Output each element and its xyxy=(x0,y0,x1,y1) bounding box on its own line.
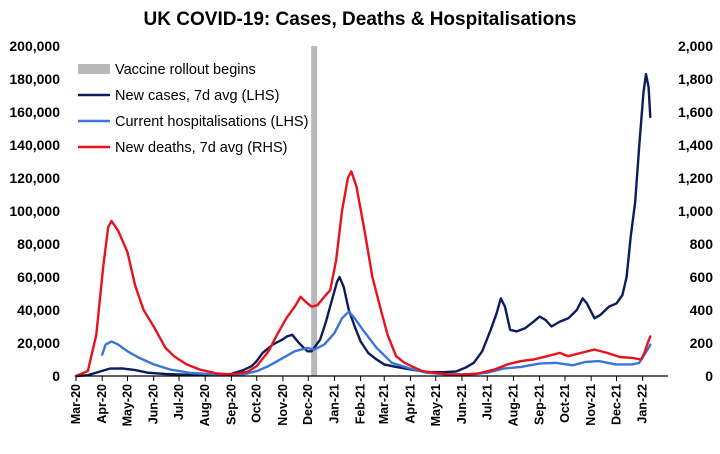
x-tick-label: Dec-20 xyxy=(301,384,315,425)
y-left-tick-label: 0 xyxy=(52,368,60,384)
x-tick-label: Nov-21 xyxy=(584,384,598,426)
series-line-2 xyxy=(74,170,652,378)
y-right-tick-label: 1,400 xyxy=(678,137,713,153)
y-left-tick-label: 120,000 xyxy=(9,170,60,186)
legend-label-1: New cases, 7d avg (LHS) xyxy=(115,88,279,104)
y-right-tick-label: 400 xyxy=(690,302,714,318)
x-tick-label: Oct-20 xyxy=(250,384,264,423)
y-right-tick-label: 800 xyxy=(690,236,714,252)
x-tick-label: Jun-20 xyxy=(147,384,161,424)
series-line-1 xyxy=(101,310,652,376)
x-tick-label: Sep-21 xyxy=(533,384,547,425)
x-tick-label: Mar-20 xyxy=(69,384,83,424)
y-axis-left-ticks: 0 20,000 40,000 60,000 80,000 100,000 120,000 1… xyxy=(9,38,60,384)
series-layer xyxy=(74,72,652,378)
y-right-tick-label: 1,000 xyxy=(678,203,713,219)
x-tick-label: Jan-22 xyxy=(636,384,650,424)
y-left-tick-label: 140,000 xyxy=(9,137,60,153)
y-right-tick-label: 600 xyxy=(690,269,714,285)
vaccine-rollout-band xyxy=(311,46,318,376)
x-tick-label: Sep-20 xyxy=(224,384,238,425)
x-tick-label: May-20 xyxy=(121,384,135,426)
y-left-tick-label: 200,000 xyxy=(9,38,60,54)
y-left-tick-label: 60,000 xyxy=(17,269,60,285)
x-axis-ticks: Mar-20 Apr-20 May-20 Jun-20 Jul-20 Aug-20 Sep-… xyxy=(69,376,650,426)
y-right-tick-label: 200 xyxy=(690,335,714,351)
y-right-tick-label: 1,200 xyxy=(678,170,713,186)
y-left-tick-label: 100,000 xyxy=(9,203,60,219)
y-left-tick-label: 160,000 xyxy=(9,104,60,120)
x-tick-label: Apr-21 xyxy=(403,384,417,424)
y-right-tick-label: 2,000 xyxy=(678,38,713,54)
y-right-tick-label: 1,800 xyxy=(678,71,713,87)
x-tick-label: Mar-21 xyxy=(377,384,391,424)
x-tick-label: Aug-21 xyxy=(506,384,520,426)
x-tick-label: Aug-20 xyxy=(198,384,212,426)
y-left-tick-label: 80,000 xyxy=(17,236,60,252)
y-right-tick-label: 1,600 xyxy=(678,104,713,120)
legend: Vaccine rollout begins New cases, 7d avg … xyxy=(78,62,308,156)
x-tick-label: Oct-21 xyxy=(558,384,572,423)
y-axis-right-ticks: 0 200 400 600 800 1,000 1,200 1,400 1,600 1,800 2,… xyxy=(678,38,713,384)
y-right-tick-label: 0 xyxy=(705,368,713,384)
x-tick-label: Jul-20 xyxy=(172,384,186,420)
x-tick-label: Apr-20 xyxy=(95,384,109,424)
legend-label-3: New deaths, 7d avg (RHS) xyxy=(115,140,287,156)
x-tick-label: Jul-21 xyxy=(480,384,494,420)
x-tick-label: Jun-21 xyxy=(455,384,469,424)
legend-label-0: Vaccine rollout begins xyxy=(115,62,256,78)
x-tick-label: Nov-20 xyxy=(276,384,290,426)
y-left-tick-label: 180,000 xyxy=(9,71,60,87)
x-tick-label: Dec-21 xyxy=(609,384,623,425)
x-tick-label: Feb-21 xyxy=(354,384,368,424)
annotation-layer xyxy=(311,46,318,376)
x-tick-label: May-21 xyxy=(429,384,443,426)
y-left-tick-label: 40,000 xyxy=(17,302,60,318)
legend-label-2: Current hospitalisations (LHS) xyxy=(115,114,308,130)
y-left-tick-label: 20,000 xyxy=(17,335,60,351)
axes-layer: Mar-20 Apr-20 May-20 Jun-20 Jul-20 Aug-20 Sep-… xyxy=(9,38,713,426)
x-tick-label: Jan-21 xyxy=(327,384,341,424)
chart-title: UK COVID-19: Cases, Deaths & Hospitalisa… xyxy=(144,9,577,30)
